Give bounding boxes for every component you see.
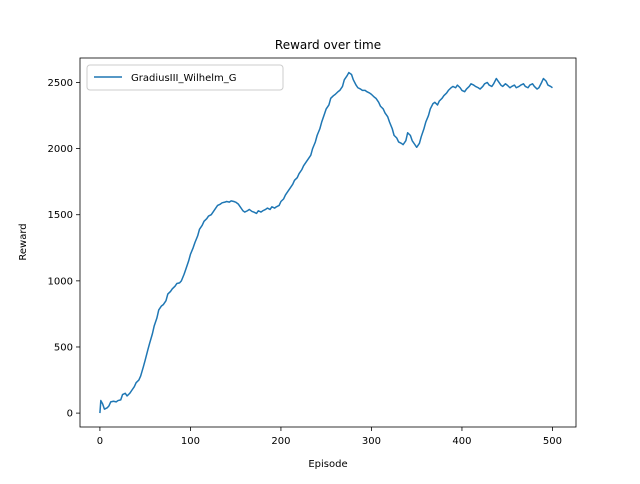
x-axis-label: Episode	[308, 459, 347, 470]
y-axis-ticks: 0 500 1000 1500 2000 2500	[48, 78, 80, 420]
x-axis-ticks: 0 100 200 300 400 500	[97, 427, 562, 447]
x-tick-label: 300	[362, 436, 381, 447]
y-tick-label: 2500	[48, 78, 73, 89]
x-tick-label: 400	[452, 436, 471, 447]
y-axis-label: Reward	[18, 223, 29, 260]
x-tick-label: 200	[271, 436, 290, 447]
x-tick-label: 100	[181, 436, 200, 447]
y-tick-label: 500	[54, 342, 73, 353]
x-tick-label: 0	[97, 436, 103, 447]
x-tick-label: 500	[543, 436, 562, 447]
y-tick-label: 1500	[48, 210, 73, 221]
series-line	[99, 71, 553, 414]
legend-box	[86, 64, 284, 91]
series-layer	[99, 71, 553, 414]
chart-title: Reward over time	[275, 38, 381, 52]
y-tick-label: 1000	[48, 276, 73, 287]
y-tick-label: 0	[67, 409, 73, 420]
legend: GradiusIII_Wilhelm_G	[86, 64, 284, 91]
legend-label: GradiusIII_Wilhelm_G	[131, 73, 237, 84]
plot-frame	[79, 57, 577, 428]
y-tick-label: 2000	[48, 144, 73, 155]
